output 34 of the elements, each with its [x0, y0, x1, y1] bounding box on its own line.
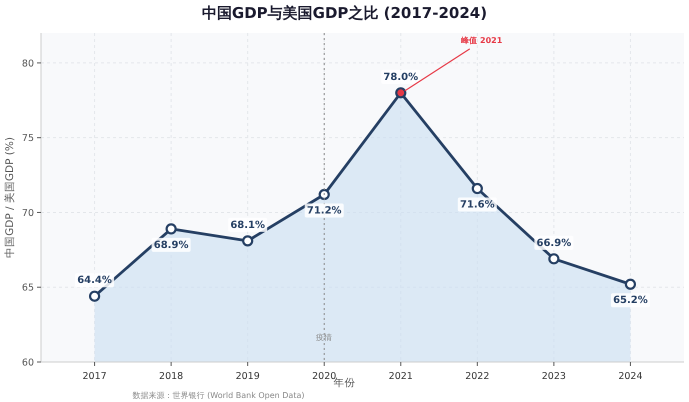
y-tick-label: 70: [22, 208, 34, 219]
x-tick-label: 2018: [159, 371, 184, 382]
source-note: 数据来源：世界银行 (World Bank Open Data): [132, 391, 304, 400]
x-tick-label: 2017: [82, 371, 107, 382]
point: [318, 188, 330, 200]
point: [242, 235, 254, 246]
y-axis-title: 中国GDP / 美国GDP (%): [3, 137, 16, 258]
annotation: 峰值 2021: [461, 36, 503, 45]
point: [624, 278, 636, 290]
x-tick-label: 2019: [236, 371, 260, 382]
y-tick-label: 75: [22, 133, 34, 144]
point: [395, 87, 406, 98]
text: 66.9%: [536, 238, 572, 249]
text: 68.1%: [230, 220, 266, 231]
text: 64.4%: [77, 275, 112, 286]
x-axis-title: 年份: [334, 377, 356, 389]
text: 68.9%: [154, 240, 188, 251]
text: 78.0%: [383, 72, 418, 83]
x-tick-label: 2024: [618, 371, 643, 382]
x-tick-label: 2022: [465, 371, 490, 382]
point: [166, 223, 177, 235]
point: [88, 290, 100, 302]
point: [472, 182, 483, 194]
text: 71.6%: [460, 200, 495, 211]
point: [548, 253, 560, 264]
y-tick-label: 80: [22, 58, 34, 70]
ref-line-label: 疫情: [316, 333, 332, 342]
text: 71.2%: [306, 206, 342, 217]
x-tick-label: 2021: [388, 371, 413, 382]
chart-title: 中国GDP与美国GDP之比 (2017-2024): [202, 4, 488, 22]
text: 65.2%: [613, 295, 648, 306]
y-tick-label: 60: [22, 358, 34, 368]
y-tick-label: 65: [22, 282, 34, 294]
x-tick-label: 2023: [542, 371, 566, 382]
